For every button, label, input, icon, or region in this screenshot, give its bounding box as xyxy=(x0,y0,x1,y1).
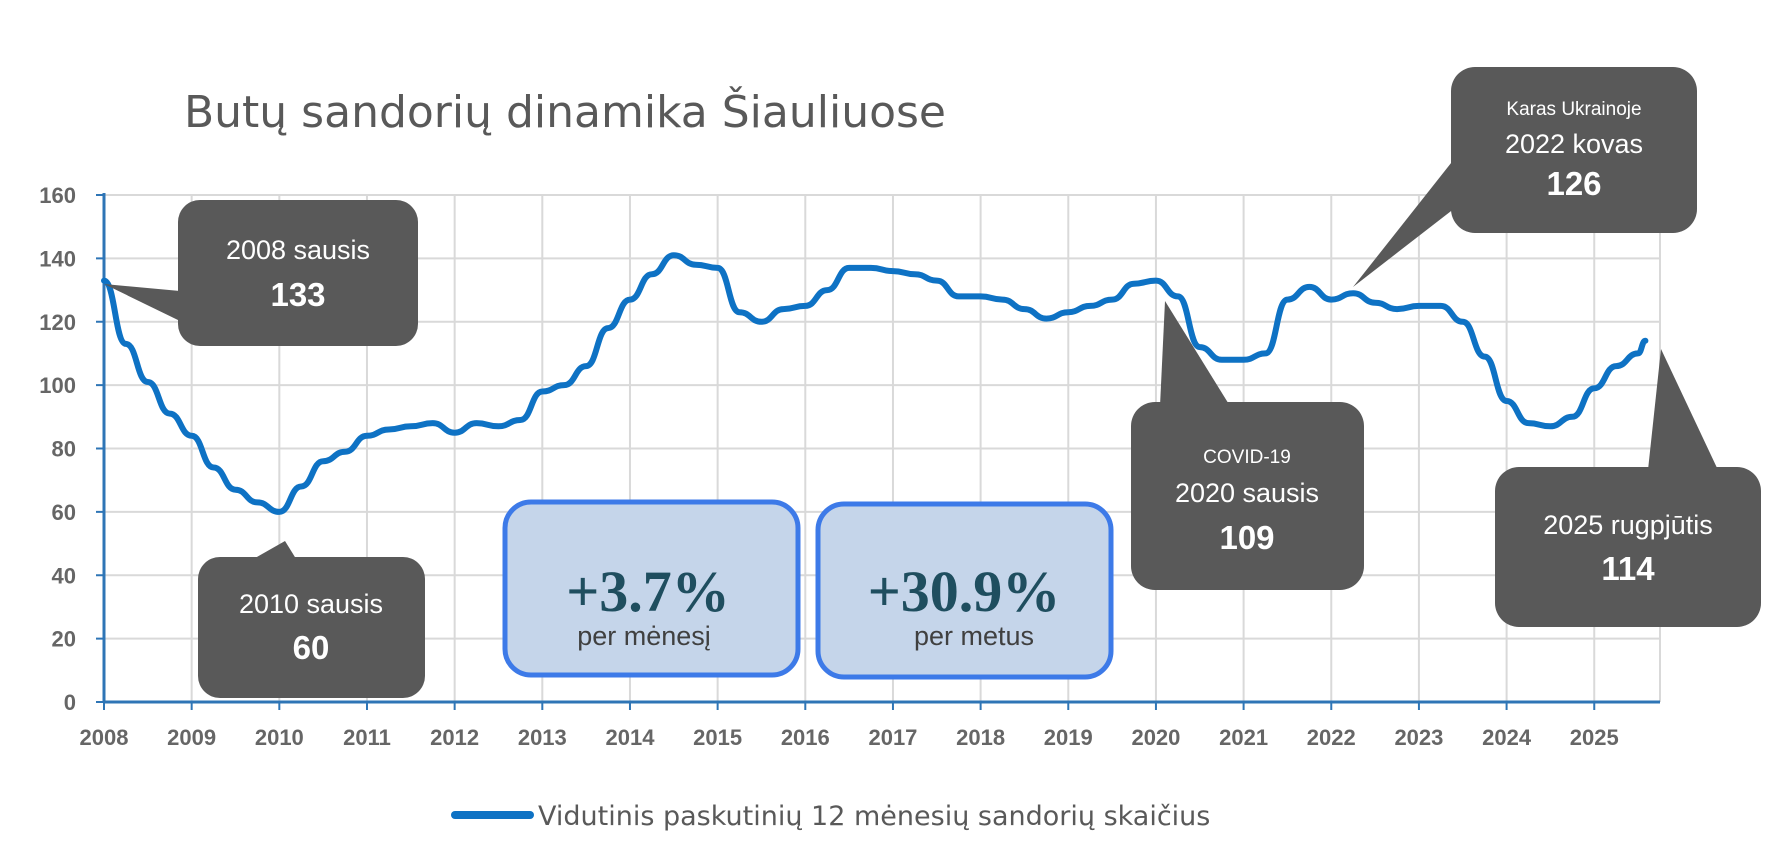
x-tick-label: 2022 xyxy=(1307,725,1356,750)
y-tick-label: 60 xyxy=(52,500,76,525)
x-tick-label: 2024 xyxy=(1482,725,1532,750)
legend-label: Vidutinis paskutinių 12 mėnesių sandorių… xyxy=(538,801,1210,832)
x-tick-label: 2008 xyxy=(80,725,129,750)
callout-2025-rugpjutis: 2025 rugpjūtis 114 xyxy=(1495,349,1761,627)
chart-title: Butų sandorių dinamika Šiauliuose xyxy=(184,85,946,138)
x-tick-label: 2017 xyxy=(868,725,917,750)
callout-value: 109 xyxy=(1219,519,1274,556)
callout-note: COVID-19 xyxy=(1203,447,1291,468)
callout-value: 60 xyxy=(293,629,330,666)
callout-value: 114 xyxy=(1601,550,1655,587)
stat-label: per mėnesį xyxy=(577,621,711,651)
x-tick-label: 2023 xyxy=(1394,725,1443,750)
y-tick-label: 80 xyxy=(52,437,76,462)
callout-value: 133 xyxy=(270,276,325,313)
y-tick-label: 40 xyxy=(52,563,76,588)
x-tick-label: 2012 xyxy=(430,725,479,750)
callout-covid-19: COVID-19 2020 sausis 109 xyxy=(1131,301,1364,590)
x-tick-label: 2014 xyxy=(605,725,655,750)
x-tick-label: 2011 xyxy=(343,725,391,750)
x-tick-label: 2009 xyxy=(167,725,216,750)
callout-2010-sausis: 2010 sausis 60 xyxy=(198,541,425,698)
callout-date: 2020 sausis xyxy=(1175,478,1319,508)
callout-value: 126 xyxy=(1546,165,1601,202)
x-tick-label: 2019 xyxy=(1044,725,1093,750)
y-tick-label: 140 xyxy=(39,246,76,271)
callout-date: 2010 sausis xyxy=(239,589,383,619)
callout-karas-ukrainoje: Karas Ukrainoje 2022 kovas 126 xyxy=(1353,67,1697,287)
legend: Vidutinis paskutinių 12 mėnesių sandorių… xyxy=(451,801,1210,832)
y-tick-label: 100 xyxy=(39,373,76,398)
y-tick-label: 0 xyxy=(64,690,76,715)
y-tick-labels: 0 20 40 60 80 100 120 140 160 xyxy=(39,183,76,715)
x-tick-label: 2010 xyxy=(255,725,304,750)
stat-label: per metus xyxy=(914,621,1034,651)
stat-value: +3.7% xyxy=(566,559,730,624)
callout-date: 2025 rugpjūtis xyxy=(1543,510,1713,540)
x-tick-label: 2018 xyxy=(956,725,1005,750)
x-tick-label: 2021 xyxy=(1219,725,1268,750)
x-tick-label: 2016 xyxy=(781,725,830,750)
stat-value: +30.9% xyxy=(868,559,1061,624)
callout-date: 2022 kovas xyxy=(1505,129,1643,159)
y-tick-label: 20 xyxy=(52,627,76,652)
y-tick-label: 120 xyxy=(39,310,76,335)
callout-2008-sausis: 2008 sausis 133 xyxy=(104,200,418,346)
stat-box-monthly: +3.7% per mėnesį xyxy=(502,499,801,678)
callout-note: Karas Ukrainoje xyxy=(1506,99,1641,120)
x-tick-label: 2020 xyxy=(1131,725,1180,750)
x-tick-label: 2025 xyxy=(1570,725,1619,750)
y-tick-label: 160 xyxy=(39,183,76,208)
series-line xyxy=(101,252,1649,515)
callout-date: 2008 sausis xyxy=(226,235,370,265)
stat-box-yearly: +30.9% per metus xyxy=(815,501,1114,680)
x-tick-labels: 2008 2009 2010 2011 2012 2013 2014 2015 2016 2017… xyxy=(80,725,1619,750)
x-tick-label: 2015 xyxy=(693,725,742,750)
x-tick-label: 2013 xyxy=(518,725,567,750)
